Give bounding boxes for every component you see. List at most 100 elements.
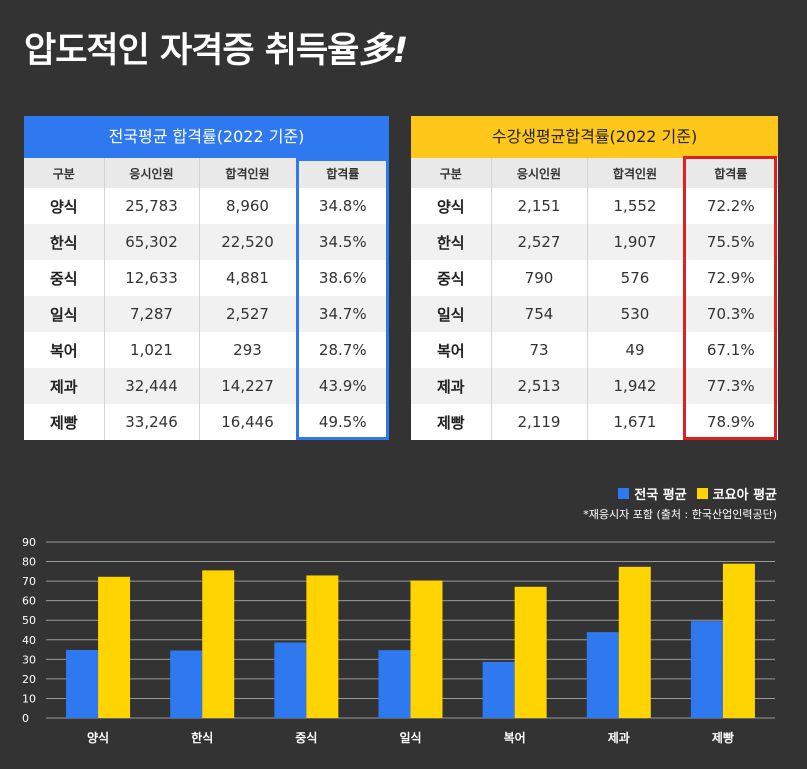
x-tick-label: 제빵 — [712, 730, 734, 745]
cell-passers: 576 — [587, 260, 684, 296]
bar-koyoa — [306, 575, 339, 718]
y-tick-label: 0 — [22, 712, 29, 725]
cell-pass-rate: 34.5% — [296, 224, 389, 260]
bar-koyoa — [514, 586, 547, 718]
y-tick-label: 60 — [22, 595, 36, 608]
y-tick-label: 30 — [22, 653, 36, 666]
header-pass-rate: 합격률 — [296, 158, 389, 188]
cell-passers: 2,527 — [199, 296, 297, 332]
cell-passers: 8,960 — [199, 188, 297, 224]
bar-koyoa — [618, 566, 651, 718]
cell-applicants: 12,633 — [104, 260, 200, 296]
bar-koyoa — [98, 576, 131, 718]
cell-passers: 4,881 — [199, 260, 297, 296]
y-tick-label: 20 — [22, 673, 36, 686]
cell-pass-rate: 78.9% — [706, 413, 755, 431]
header-category: 구분 — [24, 158, 105, 188]
table-row: 중식 790 576 72.9% — [411, 260, 778, 296]
table-row: 복어 73 49 67.1% — [411, 332, 778, 368]
header-pass-rate: 합격률 — [683, 158, 778, 188]
x-tick-label: 제과 — [608, 730, 630, 745]
cell-category: 제빵 — [411, 404, 492, 440]
bar-koyoa — [410, 580, 443, 718]
cell-pass-rate: 72.2% — [706, 197, 755, 215]
table-row: 일식 754 530 70.3% — [411, 296, 778, 332]
national-pass-rate-table: 전국평균 합격률(2022 기준) 구분 응시인원 합격인원 합격률 양식 25,… — [24, 116, 389, 440]
cell-passers: 16,446 — [199, 404, 297, 440]
cell-pass-rate: 77.3% — [683, 368, 778, 404]
table-row: 중식 12,633 4,881 38.6% — [24, 260, 389, 296]
table-row: 한식 2,527 1,907 75.5% — [411, 224, 778, 260]
y-tick-label: 40 — [22, 634, 36, 647]
cell-passers: 22,520 — [199, 224, 297, 260]
legend-swatch-national — [618, 488, 630, 499]
cell-passers: 1,907 — [587, 224, 684, 260]
cell-applicants: 1,021 — [104, 332, 200, 368]
cell-passers: 1,552 — [587, 188, 684, 224]
table-row: 제빵 33,246 16,446 49.5% — [24, 404, 389, 440]
table-row: 제과 2,513 1,942 77.3% — [411, 368, 778, 404]
cell-category: 한식 — [411, 224, 492, 260]
cell-applicants: 32,444 — [104, 368, 200, 404]
cell-category: 중식 — [24, 260, 105, 296]
x-tick-label: 복어 — [504, 730, 526, 745]
table-row: 일식 7,287 2,527 34.7% — [24, 296, 389, 332]
cell-category: 양식 — [411, 188, 492, 224]
cell-category: 제과 — [411, 368, 492, 404]
cell-applicants: 754 — [491, 296, 588, 332]
legend-label-national: 전국 평균 — [634, 488, 687, 503]
cell-applicants: 73 — [491, 332, 588, 368]
table-row: 한식 65,302 22,520 34.5% — [24, 224, 389, 260]
y-tick-label: 90 — [22, 536, 36, 549]
x-tick-label: 한식 — [191, 730, 213, 745]
pass-rate-bar-chart: 0 10 20 30 40 50 60 70 80 90 양식 한식 중식 일식 복어 제과 제빵 — [22, 536, 775, 745]
y-tick-label: 80 — [22, 556, 36, 569]
koyoa-pass-rate-table: 수강생평균합격률(2022 기준) 구분 응시인원 합격인원 합격률 양식 2,1… — [411, 116, 778, 440]
cell-passers: 1,942 — [587, 368, 684, 404]
y-tick-label: 50 — [22, 614, 36, 627]
bar-national — [586, 632, 619, 718]
cell-applicants: 33,246 — [104, 404, 200, 440]
national-table-title: 전국평균 합격률(2022 기준) — [24, 116, 389, 158]
bar-national — [482, 661, 515, 718]
cell-applicants: 7,287 — [104, 296, 200, 332]
cell-pass-rate: 28.7% — [318, 341, 367, 359]
bar-national — [66, 649, 99, 718]
national-table-header-row: 구분 응시인원 합격인원 합격률 — [24, 158, 389, 188]
cell-passers: 49 — [587, 332, 684, 368]
cell-category: 일식 — [411, 296, 492, 332]
x-tick-label: 일식 — [399, 730, 421, 745]
page-headline: 압도적인 자격증 취득율多! — [24, 22, 408, 73]
koyoa-table-title: 수강생평균합격률(2022 기준) — [411, 116, 778, 158]
cell-applicants: 2,527 — [491, 224, 588, 260]
cell-applicants: 2,151 — [491, 188, 588, 224]
headline-main: 압도적인 자격증 취득율 — [24, 31, 359, 71]
table-row: 양식 25,783 8,960 34.8% — [24, 188, 389, 224]
cell-applicants: 2,119 — [491, 404, 588, 440]
cell-category: 중식 — [411, 260, 492, 296]
source-note: *재응시자 포함 (출처 : 한국산업인력공단) — [583, 508, 777, 521]
cell-pass-rate: 49.5% — [318, 413, 367, 431]
cell-category: 복어 — [411, 332, 492, 368]
cell-category: 양식 — [24, 188, 105, 224]
x-tick-label: 중식 — [295, 730, 317, 745]
legend-item-koyoa: 코요아 평균 — [696, 484, 777, 503]
legend-item-national: 전국 평균 — [618, 484, 687, 503]
table-row: 복어 1,021 293 28.7% — [24, 332, 389, 368]
header-passers: 합격인원 — [199, 158, 297, 188]
bar-koyoa — [722, 563, 755, 718]
cell-applicants: 25,783 — [104, 188, 200, 224]
y-tick-label: 70 — [22, 575, 36, 588]
bar-national — [378, 650, 411, 718]
cell-passers: 293 — [199, 332, 297, 368]
cell-passers: 14,227 — [199, 368, 297, 404]
chart-legend: 전국 평균 코요아 평균 — [618, 484, 777, 503]
cell-pass-rate: 67.1% — [706, 341, 755, 359]
cell-pass-rate: 75.5% — [683, 224, 778, 260]
y-tick-label: 10 — [22, 692, 36, 705]
header-passers: 합격인원 — [587, 158, 684, 188]
cell-category: 일식 — [24, 296, 105, 332]
cell-applicants: 790 — [491, 260, 588, 296]
x-tick-label: 양식 — [87, 730, 109, 745]
headline-emph: 多! — [358, 31, 408, 71]
